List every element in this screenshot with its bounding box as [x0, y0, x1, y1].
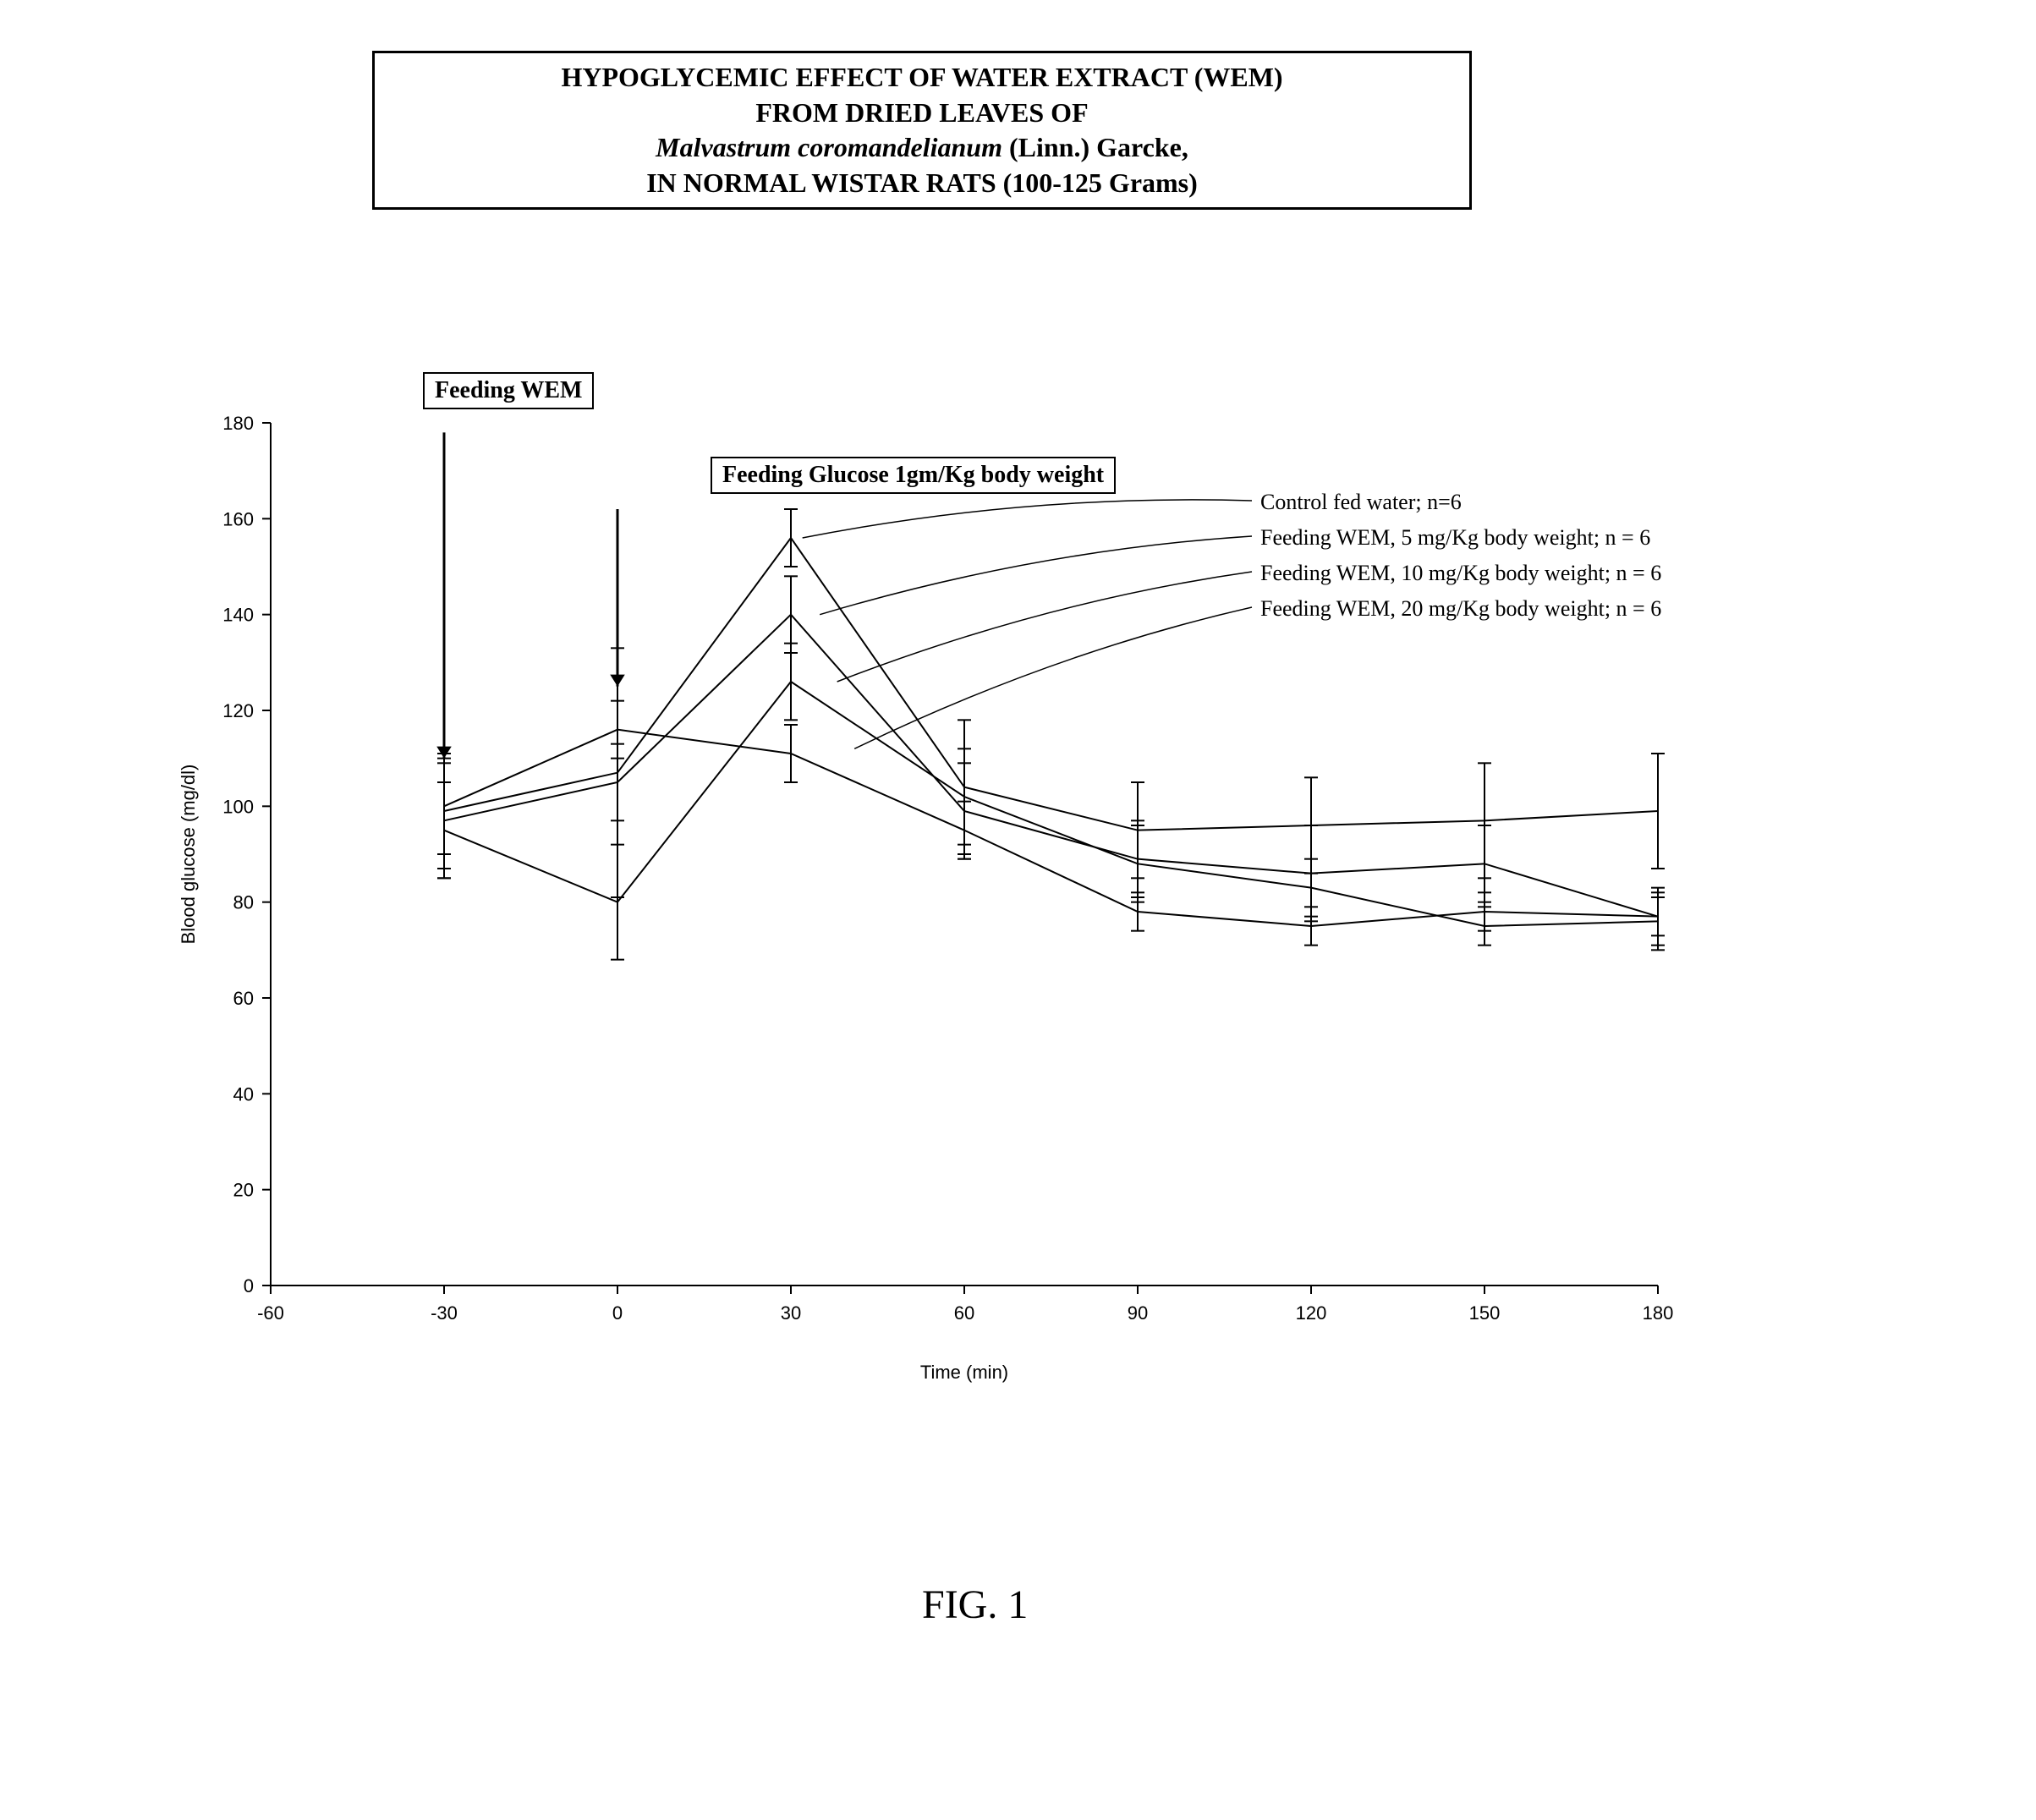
svg-text:Time (min): Time (min) [920, 1362, 1008, 1383]
svg-text:180: 180 [222, 413, 254, 434]
svg-text:-30: -30 [431, 1302, 458, 1324]
svg-text:Feeding WEM, 5 mg/Kg body wei: Feeding WEM, 5 mg/Kg body weight; n = 6 [1260, 525, 1650, 550]
svg-text:90: 90 [1128, 1302, 1148, 1324]
svg-text:20: 20 [233, 1180, 254, 1201]
svg-text:Feeding WEM, 10 mg/Kg body wei: Feeding WEM, 10 mg/Kg body weight; n = 6 [1260, 561, 1661, 585]
figure-label: FIG. 1 [922, 1582, 1028, 1628]
svg-text:Control fed water; n=6: Control fed water; n=6 [1260, 490, 1462, 514]
figure-page: HYPOGLYCEMIC EFFECT OF WATER EXTRACT (WE… [34, 34, 2002, 1786]
svg-text:0: 0 [244, 1275, 254, 1296]
svg-text:0: 0 [612, 1302, 623, 1324]
svg-text:160: 160 [222, 508, 254, 529]
svg-text:60: 60 [233, 988, 254, 1009]
svg-text:80: 80 [233, 892, 254, 913]
svg-text:60: 60 [954, 1302, 974, 1324]
svg-text:150: 150 [1469, 1302, 1501, 1324]
svg-text:40: 40 [233, 1083, 254, 1105]
svg-text:180: 180 [1643, 1302, 1674, 1324]
svg-text:Blood glucose (mg/dl): Blood glucose (mg/dl) [178, 765, 199, 945]
svg-text:30: 30 [781, 1302, 801, 1324]
svg-text:100: 100 [222, 796, 254, 817]
svg-text:120: 120 [222, 700, 254, 721]
svg-text:120: 120 [1296, 1302, 1327, 1324]
chart-svg: 0 20 40 60 80 100 120 140 160 180 -60 -30 0 30 60 90 120… [34, 34, 2002, 1472]
svg-text:Feeding WEM, 20 mg/Kg body wei: Feeding WEM, 20 mg/Kg body weight; n = 6 [1260, 596, 1661, 621]
svg-text:-60: -60 [257, 1302, 284, 1324]
svg-text:140: 140 [222, 605, 254, 626]
